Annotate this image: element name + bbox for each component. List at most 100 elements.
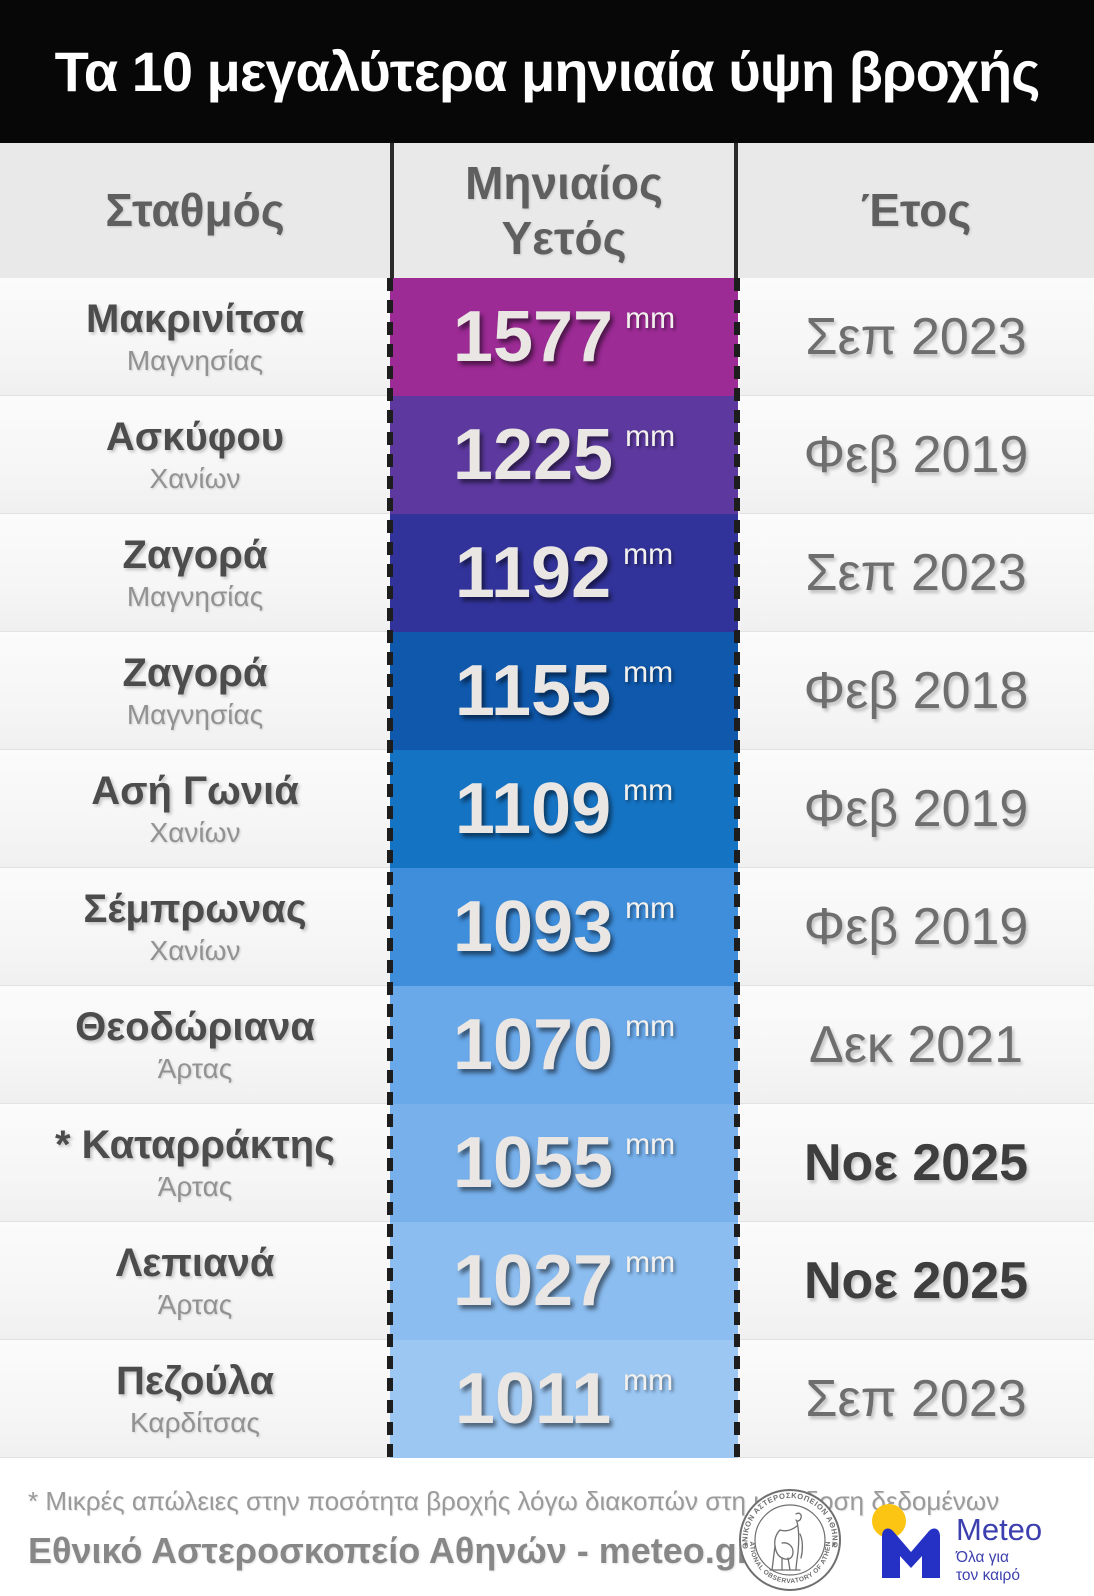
table-body: Μακρινίτσα Μαγνησίας 1577 mm Σεπ 2023 Ασ… [0,278,1094,1458]
year-value: Σεπ 2023 [805,1369,1027,1428]
rain-unit: mm [623,538,674,571]
year-cell: Φεβ 2018 [738,632,1094,750]
footer: * Μικρές απώλειες στην ποσότητα βροχής λ… [0,1458,1094,1596]
station-name: Ζαγορά [122,650,268,695]
table-row: Λεπιανά Άρτας 1027 mm Νοε 2025 [0,1222,1094,1340]
title-band: Τα 10 μεγαλύτερα μηνιαία ύψη βροχής [0,0,1094,143]
meteo-logo-m-icon [882,1528,940,1578]
table-row: Ζαγορά Μαγνησίας 1192 mm Σεπ 2023 [0,514,1094,632]
station-prefecture: Χανίων [149,816,241,848]
station-prefecture: Χανίων [149,462,241,494]
band-left-dashed-border [387,278,393,1458]
rain-band: 1109 mm [390,750,738,868]
rain-value: 1155 [454,651,612,731]
rain-unit: mm [625,1246,676,1279]
station-name: Λεπιανά [115,1240,275,1285]
station-prefecture: Μαγνησίας [126,344,264,376]
year-cell: Νοε 2025 [738,1222,1094,1340]
rain-unit: mm [623,774,674,807]
noa-observatory-seal-icon: ΕΘΝΙΚΟΝ ΑΣΤΕΡΟΣΚΟΠΕΙΟΝ ΑΘΗΝΩΝ NATIONAL O… [738,1488,842,1592]
rain-band: 1070 mm [390,986,738,1104]
rain-unit: mm [625,892,676,925]
station-prefecture: Άρτας [157,1052,233,1084]
station-cell: Πεζούλα Καρδίτσας [0,1340,390,1458]
station-cell: Ασή Γωνιά Χανίων [0,750,390,868]
rain-band: 1027 mm [390,1222,738,1340]
year-cell: Σεπ 2023 [738,278,1094,396]
rain-unit: mm [625,1010,676,1043]
year-cell: Σεπ 2023 [738,1340,1094,1458]
rain-value: 1109 [454,769,612,849]
station-name: Ζαγορά [122,532,268,577]
rain-band: 1011 mm [390,1340,738,1458]
rain-band: 1055 mm [390,1104,738,1222]
rain-band: 1577 mm [390,278,738,396]
station-prefecture: Καρδίτσας [130,1406,260,1438]
year-value: Φεβ 2018 [803,661,1029,720]
year-cell: Φεβ 2019 [738,396,1094,514]
table-header: Σταθμός Μηνιαίος Υετός Έτος [0,143,1094,278]
rain-value: 1225 [452,415,614,495]
year-value: Φεβ 2019 [803,425,1029,484]
table-row: Πεζούλα Καρδίτσας 1011 mm Σεπ 2023 [0,1340,1094,1458]
year-cell: Φεβ 2019 [738,868,1094,986]
rain-unit: mm [623,1364,674,1397]
station-cell: Λεπιανά Άρτας [0,1222,390,1340]
station-name: Θεοδώριανα [75,1004,315,1049]
rain-band: 1225 mm [390,396,738,514]
band-right-dashed-border [734,278,740,1458]
rain-unit: mm [625,1128,676,1161]
year-value: Νοε 2025 [803,1133,1029,1192]
station-name: Μακρινίτσα [85,296,305,341]
logos: ΕΘΝΙΚΟΝ ΑΣΤΕΡΟΣΚΟΠΕΙΟΝ ΑΘΗΝΩΝ NATIONAL O… [738,1488,1088,1592]
year-value: Φεβ 2019 [803,779,1029,838]
header-precipitation-line1: Μηνιαίος [465,157,663,210]
station-prefecture: Άρτας [157,1288,233,1320]
station-name: Σέμπρωνας [83,886,307,931]
rain-value: 1192 [454,533,612,613]
footnote: * Μικρές απώλειες στην ποσότητα βροχής λ… [28,1486,1000,1516]
station-prefecture: Άρτας [157,1170,233,1202]
rain-value: 1577 [452,297,614,377]
meteo-logo-tagline-line1: Όλα για [955,1549,1009,1566]
year-cell: Φεβ 2019 [738,750,1094,868]
table-row: Ασκύφου Χανίων 1225 mm Φεβ 2019 [0,396,1094,514]
station-cell: Θεοδώριανα Άρτας [0,986,390,1104]
station-cell: Σέμπρωνας Χανίων [0,868,390,986]
station-name: Ασή Γωνιά [91,768,299,813]
table-row: Ασή Γωνιά Χανίων 1109 mm Φεβ 2019 [0,750,1094,868]
header-precipitation: Μηνιαίος Υετός [390,143,738,278]
station-cell: Μακρινίτσα Μαγνησίας [0,278,390,396]
table-row: Σέμπρωνας Χανίων 1093 mm Φεβ 2019 [0,868,1094,986]
rain-unit: mm [623,656,674,689]
station-prefecture: Χανίων [149,934,241,966]
rain-band: 1155 mm [390,632,738,750]
year-value: Σεπ 2023 [805,543,1027,602]
station-name: Πεζούλα [115,1358,275,1403]
header-precipitation-line2: Υετός [501,211,627,264]
station-cell: Ζαγορά Μαγνησίας [0,632,390,750]
rain-value: 1070 [452,1005,614,1085]
station-cell: Ζαγορά Μαγνησίας [0,514,390,632]
meteo-logo-tagline-line2: τον καιρό [956,1567,1020,1584]
year-value: Νοε 2025 [803,1251,1029,1310]
meteo-logo-sun-icon [872,1504,906,1538]
station-name: * Καταρράκτης [54,1122,336,1167]
header-year: Έτος [860,184,972,237]
station-prefecture: Μαγνησίας [126,580,264,612]
station-cell: * Καταρράκτης Άρτας [0,1104,390,1222]
credit-line: Εθνικό Αστεροσκοπείο Αθηνών - meteo.gr [28,1530,751,1571]
meteo-logo-wordmark: Meteo [956,1512,1042,1547]
year-value: Φεβ 2019 [803,897,1029,956]
rain-value: 1093 [452,887,614,967]
table-row: Μακρινίτσα Μαγνησίας 1577 mm Σεπ 2023 [0,278,1094,396]
header-station: Σταθμός [105,184,285,237]
year-value: Σεπ 2023 [805,307,1027,366]
table-row: Ζαγορά Μαγνησίας 1155 mm Φεβ 2018 [0,632,1094,750]
rain-unit: mm [625,420,676,453]
year-cell: Δεκ 2021 [738,986,1094,1104]
noa-seal-figure [769,1512,804,1571]
rain-band: 1093 mm [390,868,738,986]
rain-unit: mm [625,302,676,335]
year-cell: Σεπ 2023 [738,514,1094,632]
